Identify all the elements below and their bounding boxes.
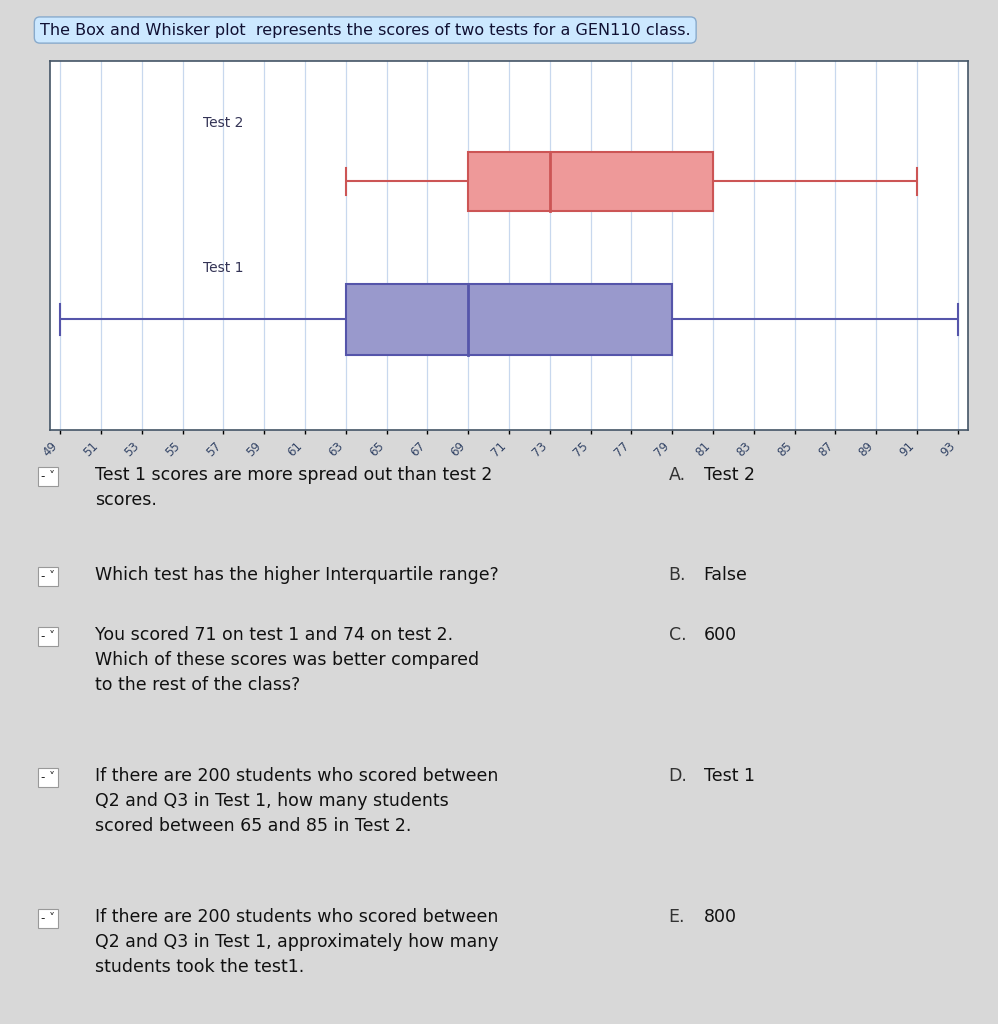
Text: Test 2: Test 2 xyxy=(204,116,244,130)
Text: 800: 800 xyxy=(704,908,737,927)
Text: - ˅: - ˅ xyxy=(41,570,55,584)
Text: - ˅: - ˅ xyxy=(41,912,55,926)
Text: E.: E. xyxy=(669,908,686,927)
Text: - ˅: - ˅ xyxy=(41,771,55,784)
Text: - ˅: - ˅ xyxy=(41,470,55,483)
Text: If there are 200 students who scored between
Q2 and Q3 in Test 1, approximately : If there are 200 students who scored bet… xyxy=(95,908,498,976)
Text: D.: D. xyxy=(669,767,688,785)
Text: Which test has the higher Interquartile range?: Which test has the higher Interquartile … xyxy=(95,566,499,585)
Text: You scored 71 on test 1 and 74 on test 2.
Which of these scores was better compa: You scored 71 on test 1 and 74 on test 2… xyxy=(95,626,479,693)
Text: False: False xyxy=(704,566,748,585)
Text: Test 1 scores are more spread out than test 2
scores.: Test 1 scores are more spread out than t… xyxy=(95,466,492,509)
Text: Test 1: Test 1 xyxy=(203,261,244,275)
Text: If there are 200 students who scored between
Q2 and Q3 in Test 1, how many stude: If there are 200 students who scored bet… xyxy=(95,767,498,835)
Text: C.: C. xyxy=(669,626,687,644)
Text: 600: 600 xyxy=(704,626,737,644)
Text: The Box and Whisker plot  represents the scores of two tests for a GEN110 class.: The Box and Whisker plot represents the … xyxy=(40,23,691,38)
Text: Test 2: Test 2 xyxy=(704,466,754,484)
Text: B.: B. xyxy=(669,566,687,585)
Text: A.: A. xyxy=(669,466,686,484)
Text: Test 1: Test 1 xyxy=(704,767,754,785)
Text: - ˅: - ˅ xyxy=(41,630,55,643)
Bar xyxy=(468,152,713,211)
Bar xyxy=(345,285,673,354)
